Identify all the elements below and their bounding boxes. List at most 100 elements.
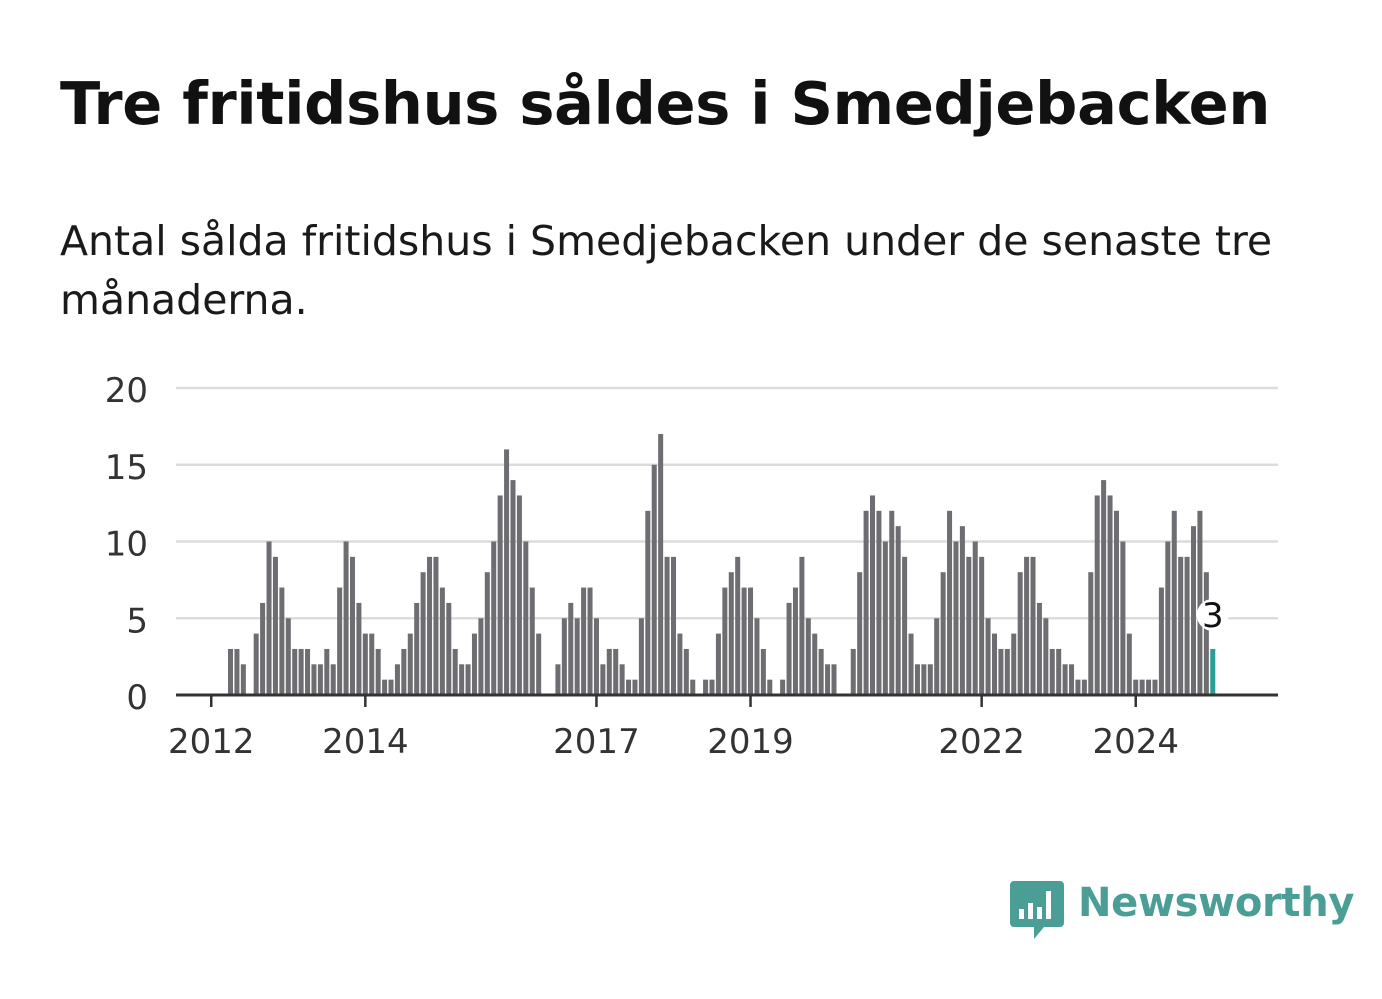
x-tick-label: 2022 <box>938 722 1025 762</box>
bar <box>799 556 805 695</box>
bar <box>240 664 246 695</box>
bar <box>767 679 773 695</box>
bar <box>626 679 632 695</box>
bar <box>1184 556 1190 695</box>
bar <box>491 541 497 695</box>
bar <box>292 648 298 695</box>
bar <box>927 664 933 695</box>
bar <box>1049 648 1055 695</box>
bar <box>272 556 278 695</box>
bar <box>1056 648 1062 695</box>
bar <box>414 602 420 695</box>
x-axis-ticks: 2012 2014 2017 2019 2022 2024 <box>168 695 1179 762</box>
bar <box>715 633 721 695</box>
bar <box>818 648 824 695</box>
bar <box>574 618 580 695</box>
newsworthy-logo: Newsworthy <box>1010 876 1355 942</box>
bar <box>459 664 465 695</box>
bar <box>966 556 972 695</box>
bar <box>947 510 953 695</box>
bar <box>1107 495 1113 695</box>
last-value-annotation: 3 <box>1196 596 1229 636</box>
bar <box>1069 664 1075 695</box>
bar <box>478 618 484 695</box>
bar <box>1203 572 1209 695</box>
bar <box>709 679 715 695</box>
bar <box>317 664 323 695</box>
bar <box>568 602 574 695</box>
y-tick-label: 10 <box>105 525 148 565</box>
bar <box>446 602 452 695</box>
bar <box>857 572 863 695</box>
bar <box>1126 633 1132 695</box>
bar <box>645 510 651 695</box>
bars <box>228 434 1216 695</box>
bar <box>484 572 490 695</box>
bar <box>561 618 567 695</box>
x-tick-label: 2024 <box>1092 722 1179 762</box>
bar <box>735 556 741 695</box>
bar-chart: 0 5 10 15 20 2012 2014 2017 2019 2022 2024 3 <box>105 371 1278 762</box>
bar <box>1101 480 1107 695</box>
bar <box>870 495 876 695</box>
bar <box>1004 648 1010 695</box>
bar <box>516 495 522 695</box>
bar <box>433 556 439 695</box>
bar <box>388 679 394 695</box>
chart-title: Tre fritidshus såldes i Smedjebacken <box>60 69 1271 138</box>
bar <box>728 572 734 695</box>
bar <box>510 480 516 695</box>
x-tick-label: 2019 <box>707 722 794 762</box>
bar <box>658 434 664 695</box>
bar <box>427 556 433 695</box>
bar <box>407 633 413 695</box>
bar <box>1017 572 1023 695</box>
gridlines <box>176 386 1278 620</box>
bar <box>651 464 657 695</box>
bar <box>279 587 285 695</box>
y-tick-label: 0 <box>126 678 148 718</box>
bar <box>754 618 760 695</box>
bar <box>959 526 965 695</box>
bar <box>760 648 766 695</box>
newsworthy-icon <box>1010 881 1064 939</box>
bar <box>850 648 856 695</box>
bar <box>1113 510 1119 695</box>
bar <box>805 618 811 695</box>
bar <box>465 664 471 695</box>
bar <box>401 648 407 695</box>
bar <box>632 679 638 695</box>
bar <box>504 449 510 695</box>
bar <box>497 495 503 695</box>
bar <box>1024 556 1030 695</box>
bar <box>683 648 689 695</box>
bar <box>420 572 426 695</box>
x-tick-label: 2012 <box>168 722 255 762</box>
bar <box>831 664 837 695</box>
bar <box>1165 541 1171 695</box>
bar <box>581 587 587 695</box>
bar <box>889 510 895 695</box>
bar <box>1094 495 1100 695</box>
x-tick-label: 2017 <box>553 722 640 762</box>
bar <box>921 664 927 695</box>
bar <box>953 541 959 695</box>
bar <box>722 587 728 695</box>
bar <box>1088 572 1094 695</box>
bar <box>908 633 914 695</box>
bar <box>285 618 291 695</box>
bar <box>638 618 644 695</box>
bar <box>895 526 901 695</box>
bar <box>375 648 381 695</box>
bar <box>979 556 985 695</box>
bar <box>863 510 869 695</box>
bar <box>786 602 792 695</box>
bar <box>812 633 818 695</box>
bar <box>593 618 599 695</box>
chart-subtitle: Antal sålda fritidshus i Smedjebacken un… <box>60 217 1273 324</box>
bar <box>703 679 709 695</box>
bar <box>343 541 349 695</box>
bar <box>1171 510 1177 695</box>
bar <box>452 648 458 695</box>
y-axis-ticks: 0 5 10 15 20 <box>105 371 148 718</box>
